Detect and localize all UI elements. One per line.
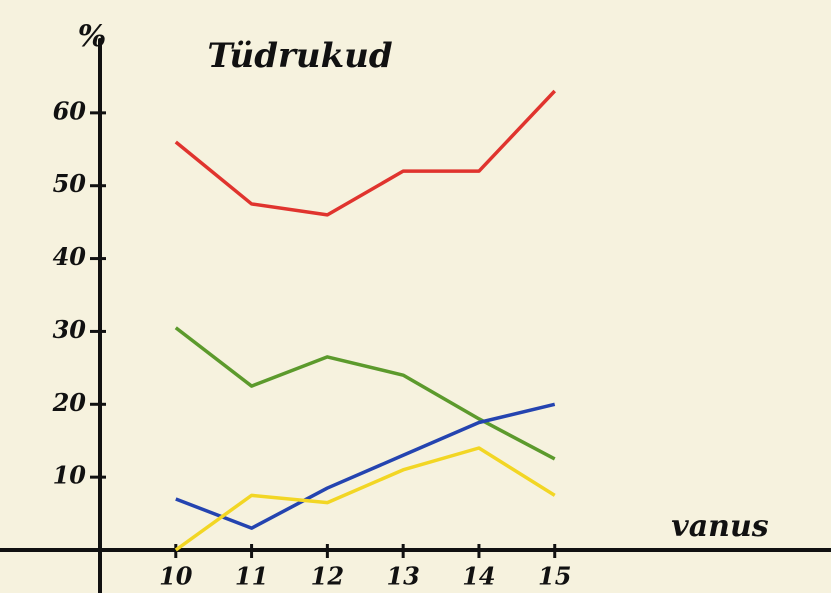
y-tick-label: 30 [53,315,87,344]
y-axis-label: % [78,19,107,54]
x-tick-label: 13 [386,562,419,591]
x-tick-label: 12 [311,562,344,591]
data-line [174,89,557,217]
y-tick-label: 10 [53,461,87,490]
data-line [175,402,556,530]
x-axis-label: vanus [671,509,768,544]
y-tick-label: 60 [53,96,87,125]
data-line [174,326,556,461]
y-tick-label: 20 [52,388,87,417]
x-tick-label: 15 [538,562,571,591]
y-tick-label: 40 [53,242,87,271]
x-tick-label: 11 [235,562,268,591]
y-tick-label: 50 [53,169,87,198]
x-tick-label: 14 [462,562,495,591]
data-line [174,446,556,552]
chart-title: Tüdrukud [207,36,393,76]
x-tick-label: 10 [159,562,193,591]
